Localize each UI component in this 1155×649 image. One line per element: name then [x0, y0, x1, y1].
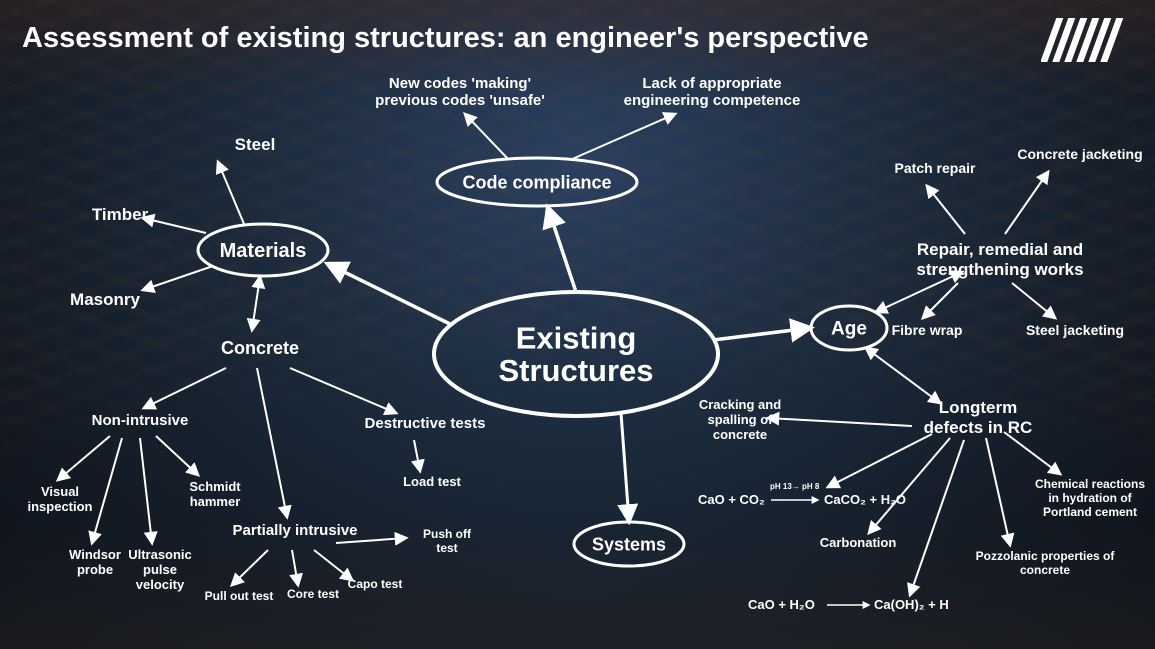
connector: [548, 208, 576, 292]
leaf-label: Longtermdefects in RC: [908, 398, 1048, 437]
leaf-label: Carbonation: [808, 536, 908, 551]
leaf-label: Visualinspection: [20, 485, 100, 515]
leaf-label: Ca(OH)₂ + H: [874, 598, 984, 613]
connector: [713, 328, 810, 340]
leaf-label: Timber: [80, 205, 160, 225]
connector: [232, 550, 268, 585]
leaf-label: Chemical reactionsin hydration ofPortlan…: [1020, 478, 1155, 519]
leaf-label: Cracking andspalling ofconcrete: [680, 398, 800, 443]
node-label-age: Age: [831, 319, 867, 340]
connector: [570, 114, 675, 160]
leaf-label: Partially intrusive: [215, 522, 375, 539]
connector: [292, 550, 298, 585]
leaf-label: Core test: [278, 588, 348, 602]
connector: [927, 186, 965, 234]
connector: [314, 550, 352, 580]
leaf-label: pH 13→ pH 8: [770, 482, 830, 491]
leaf-label: Steel jacketing: [1010, 322, 1140, 338]
connector: [465, 114, 509, 160]
node-label-code: Code compliance: [462, 172, 611, 192]
leaf-label: Repair, remedial andstrengthening works: [890, 240, 1110, 279]
connector: [252, 277, 260, 330]
node-label-materials: Materials: [220, 240, 307, 262]
connector: [1012, 283, 1055, 318]
leaf-label: Concrete jacketing: [1000, 146, 1155, 162]
connector: [1005, 172, 1048, 234]
node-label-systems: Systems: [592, 534, 666, 554]
connector: [828, 434, 932, 487]
connector: [290, 368, 396, 413]
connector: [140, 438, 152, 543]
leaf-label: Pull out test: [194, 590, 284, 604]
connector: [621, 413, 629, 521]
leaf-label: New codes 'making'previous codes 'unsafe…: [350, 75, 570, 110]
leaf-label: Non-intrusive: [80, 412, 200, 429]
leaf-label: Load test: [392, 475, 472, 490]
leaf-label: Fibre wrap: [882, 322, 972, 338]
connector: [414, 440, 420, 471]
leaf-label: Patch repair: [880, 160, 990, 176]
connector: [1004, 432, 1060, 474]
connector: [218, 162, 244, 224]
connector: [328, 264, 450, 324]
connector: [156, 436, 198, 475]
leaf-label: Steel: [225, 135, 285, 155]
connector: [257, 368, 287, 517]
leaf-label: CaO + H₂O: [748, 598, 838, 613]
connector: [986, 438, 1010, 545]
leaf-label: Ultrasonicpulsevelocity: [120, 548, 200, 593]
leaf-label: CaCO₂ + H₂O: [824, 493, 934, 508]
leaf-label: CaO + CO₂: [698, 493, 788, 508]
leaf-label: Masonry: [60, 290, 150, 310]
connector: [58, 436, 110, 480]
leaf-label: Concrete: [210, 338, 310, 359]
leaf-label: Schmidthammer: [175, 480, 255, 510]
connector: [143, 266, 213, 290]
connector: [144, 368, 226, 408]
node-label-center: ExistingStructures: [498, 321, 653, 389]
connector: [866, 348, 940, 403]
leaf-label: Pozzolanic properties ofconcrete: [950, 550, 1140, 578]
connector: [869, 438, 950, 533]
leaf-label: Push offtest: [412, 528, 482, 556]
leaf-label: Lack of appropriateengineering competenc…: [602, 75, 822, 110]
leaf-label: Destructive tests: [350, 415, 500, 432]
leaf-label: Capo test: [340, 578, 410, 592]
